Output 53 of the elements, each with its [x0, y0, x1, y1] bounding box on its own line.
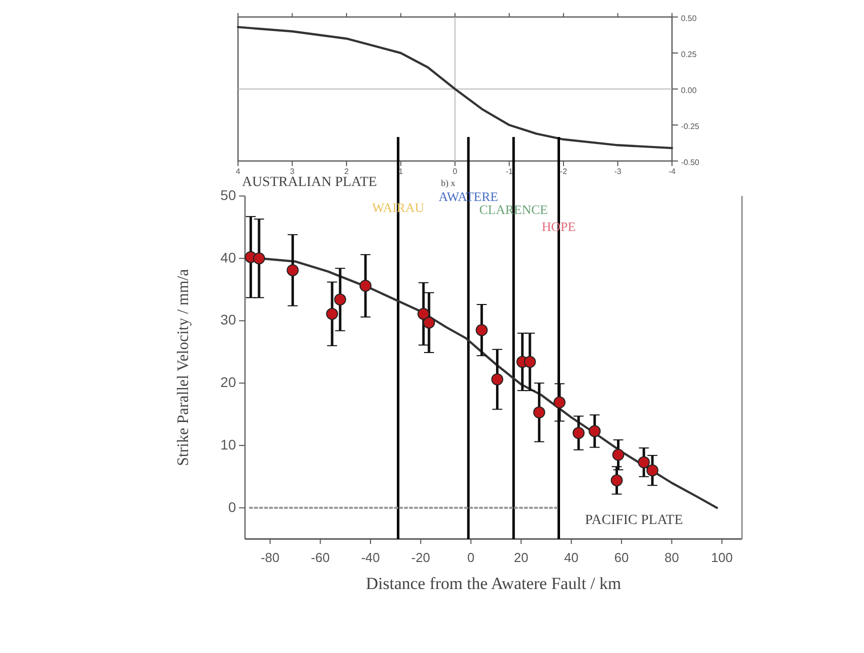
point: [646, 464, 658, 476]
x-tick-label: 40: [564, 550, 579, 565]
y-tick-label: 0: [228, 498, 236, 515]
text: AUSTRALIAN PLATE: [242, 175, 377, 190]
y-tick-label: 10: [220, 436, 236, 452]
annotation: PACIFIC PLATE: [585, 513, 683, 528]
x-tick-label: -1: [506, 167, 514, 176]
point: [612, 448, 624, 461]
x-axis-title: Distance from the Awatere Fault / km: [366, 574, 622, 593]
y2-tick-label: -0.25: [681, 122, 700, 131]
y-axis-title: Strike Parallel Velocity / mm/a: [175, 269, 192, 466]
point: [491, 373, 504, 386]
point: [572, 426, 585, 439]
point: [476, 324, 488, 336]
y-tick-label: 20: [220, 374, 236, 390]
x-tick-label: 100: [711, 550, 733, 565]
x-tick-label: -4: [668, 167, 676, 176]
point: [524, 356, 536, 368]
y2-tick-label: 0.50: [681, 14, 698, 23]
point: [638, 456, 650, 468]
x-tick-label: 4: [236, 167, 241, 176]
point: [588, 425, 601, 438]
x-tick-label: -40: [361, 550, 380, 565]
x-tick-label: 60: [614, 550, 629, 565]
line-series: [236, 26, 674, 150]
point: [422, 316, 435, 329]
point: [417, 308, 430, 320]
x-tick-label: -80: [260, 550, 280, 565]
x-tick-label: -20: [411, 550, 430, 565]
y2-tick-label: 0.25: [681, 50, 698, 59]
y-tick-label: 50: [220, 187, 236, 203]
x-tick-label: 2: [344, 167, 350, 176]
text: b) x: [441, 178, 456, 188]
x-tick-label: -2: [560, 167, 568, 176]
y2-tick-label: 0.00: [681, 86, 698, 95]
x-tick-label: -60: [310, 550, 330, 565]
point: [326, 308, 338, 320]
point: [286, 264, 299, 276]
y-tick-label: 30: [220, 312, 236, 328]
x-tick-label: -3: [614, 167, 622, 176]
x-tick-label: 3: [290, 167, 296, 176]
point: [610, 474, 623, 486]
point: [533, 406, 546, 418]
point: [359, 280, 372, 292]
point: [334, 294, 346, 306]
y2-tick-label: -0.50: [681, 158, 700, 167]
x-tick-label: 0: [467, 550, 475, 565]
point: [554, 396, 566, 408]
x-tick-label: 0: [452, 167, 458, 176]
point: [253, 252, 266, 264]
x-tick-label: 20: [514, 550, 528, 565]
x-tick-label: 80: [664, 550, 679, 565]
y-tick-label: 40: [220, 249, 236, 266]
